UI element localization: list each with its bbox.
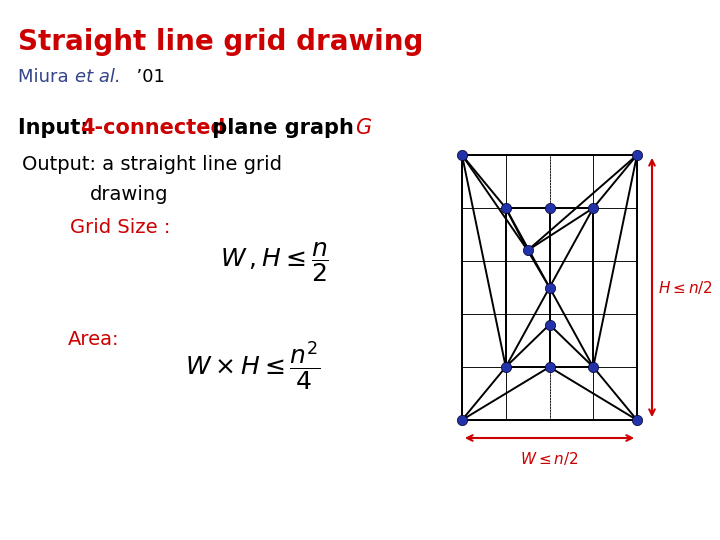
Text: $W \leq n/2$: $W \leq n/2$ bbox=[521, 450, 579, 467]
Point bbox=[631, 151, 643, 159]
Text: Miura: Miura bbox=[18, 68, 74, 86]
Point bbox=[544, 320, 555, 329]
Text: plane graph: plane graph bbox=[205, 118, 361, 138]
Point bbox=[588, 363, 599, 372]
Text: $W\,,H \leq \dfrac{n}{2}$: $W\,,H \leq \dfrac{n}{2}$ bbox=[220, 240, 329, 284]
Point bbox=[588, 204, 599, 212]
Text: Input:: Input: bbox=[18, 118, 96, 138]
Point bbox=[456, 151, 468, 159]
Text: $H \leq n/2$: $H \leq n/2$ bbox=[658, 279, 713, 296]
Point bbox=[500, 363, 511, 372]
Point bbox=[544, 283, 555, 292]
Text: 4-connected: 4-connected bbox=[80, 118, 225, 138]
Point bbox=[544, 363, 555, 372]
Point bbox=[631, 416, 643, 424]
Text: et al.: et al. bbox=[75, 68, 121, 86]
Point bbox=[456, 416, 468, 424]
Text: Grid Size :: Grid Size : bbox=[70, 218, 176, 237]
Text: Output: a straight line grid: Output: a straight line grid bbox=[22, 155, 282, 174]
Text: $W \times H \leq \dfrac{n^2}{4}$: $W \times H \leq \dfrac{n^2}{4}$ bbox=[185, 340, 320, 393]
Text: $G$: $G$ bbox=[355, 118, 372, 138]
Point bbox=[544, 204, 555, 212]
Text: ’01: ’01 bbox=[125, 68, 165, 86]
Point bbox=[522, 246, 534, 255]
Text: drawing: drawing bbox=[90, 185, 168, 204]
Text: Straight line grid drawing: Straight line grid drawing bbox=[18, 28, 423, 56]
Text: Area:: Area: bbox=[68, 330, 120, 349]
Point bbox=[500, 204, 511, 212]
